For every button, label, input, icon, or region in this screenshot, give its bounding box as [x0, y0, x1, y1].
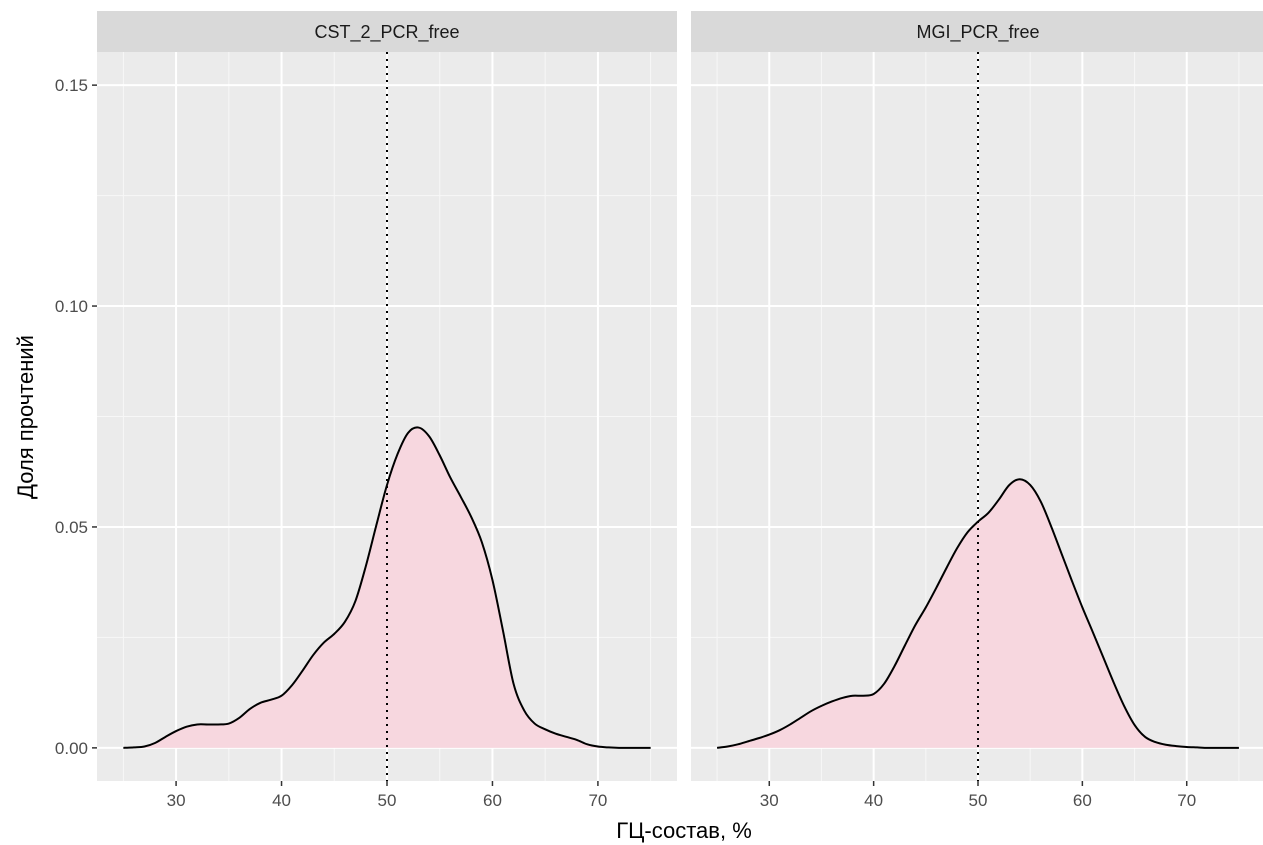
panel-CST_2_PCR_free: CST_2_PCR_free 30 40 50 60 70 [97, 11, 677, 810]
x-tick-label: 60 [1073, 791, 1092, 810]
strip-background [691, 11, 1263, 52]
y-tick-label: 0.15 [55, 76, 88, 95]
panel-MGI_PCR_free: MGI_PCR_free 30 40 50 60 70 [691, 11, 1263, 810]
y-tick-label: 0.10 [55, 297, 88, 316]
y-axis: 0.00 0.05 0.10 0.15 [55, 76, 97, 758]
strip-label: MGI_PCR_free [916, 22, 1039, 43]
strip-label: CST_2_PCR_free [314, 22, 459, 43]
y-tick-label: 0.05 [55, 518, 88, 537]
x-tick-label: 30 [760, 791, 779, 810]
x-tick-label: 30 [167, 791, 186, 810]
x-tick-label: 50 [969, 791, 988, 810]
x-tick-label: 50 [378, 791, 397, 810]
density-area [123, 427, 651, 748]
x-tick-label: 70 [1177, 791, 1196, 810]
y-axis-title: Доля прочтений [13, 335, 38, 499]
density-line [123, 426, 651, 749]
panels-layer: CST_2_PCR_free 30 40 50 60 70 MGI_PCR_free 30 40… [97, 11, 1263, 810]
x-tick-label: 40 [272, 791, 291, 810]
x-tick-label: 60 [483, 791, 502, 810]
y-tick-label: 0.00 [55, 739, 88, 758]
strip-background [97, 11, 677, 52]
x-tick-label: 40 [864, 791, 883, 810]
x-tick-label: 70 [588, 791, 607, 810]
x-axis-title: ГЦ-состав, % [616, 818, 752, 843]
